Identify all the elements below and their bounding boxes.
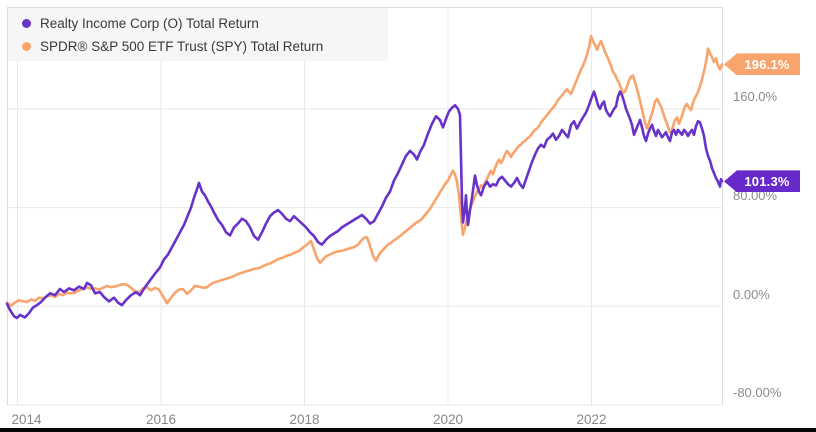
last-value-tag-spy-series: 196.1% (724, 53, 800, 76)
y-axis-label: 0.00% (733, 286, 770, 302)
y-axis-label: -80.00% (733, 385, 782, 401)
x-axis-label: 2014 (11, 412, 42, 427)
legend-dot-icon (22, 41, 31, 51)
legend-label: SPDR® S&P 500 ETF Trust (SPY) Total Retu… (40, 38, 324, 54)
chart-legend: Realty Income Corp (O) Total Return SPDR®… (8, 8, 388, 61)
y-axis-label: 160.0% (733, 89, 778, 105)
legend-label: Realty Income Corp (O) Total Return (40, 15, 259, 31)
x-axis-label: 2022 (576, 412, 607, 427)
last-value-tag-o-series: 101.3% (724, 170, 800, 193)
x-axis-label: 2018 (289, 412, 320, 427)
x-axis-label: 2020 (432, 412, 464, 427)
window-bottom-edge (0, 428, 816, 432)
series-line[interactable] (5, 34, 724, 308)
series-line[interactable] (5, 90, 724, 320)
plot-border (7, 7, 723, 406)
legend-dot-icon (22, 18, 31, 28)
x-axis-label: 2016 (145, 412, 177, 427)
legend-item-o-series[interactable]: Realty Income Corp (O) Total Return (22, 13, 388, 33)
legend-item-spy-series[interactable]: SPDR® S&P 500 ETF Trust (SPY) Total Retu… (22, 36, 388, 56)
